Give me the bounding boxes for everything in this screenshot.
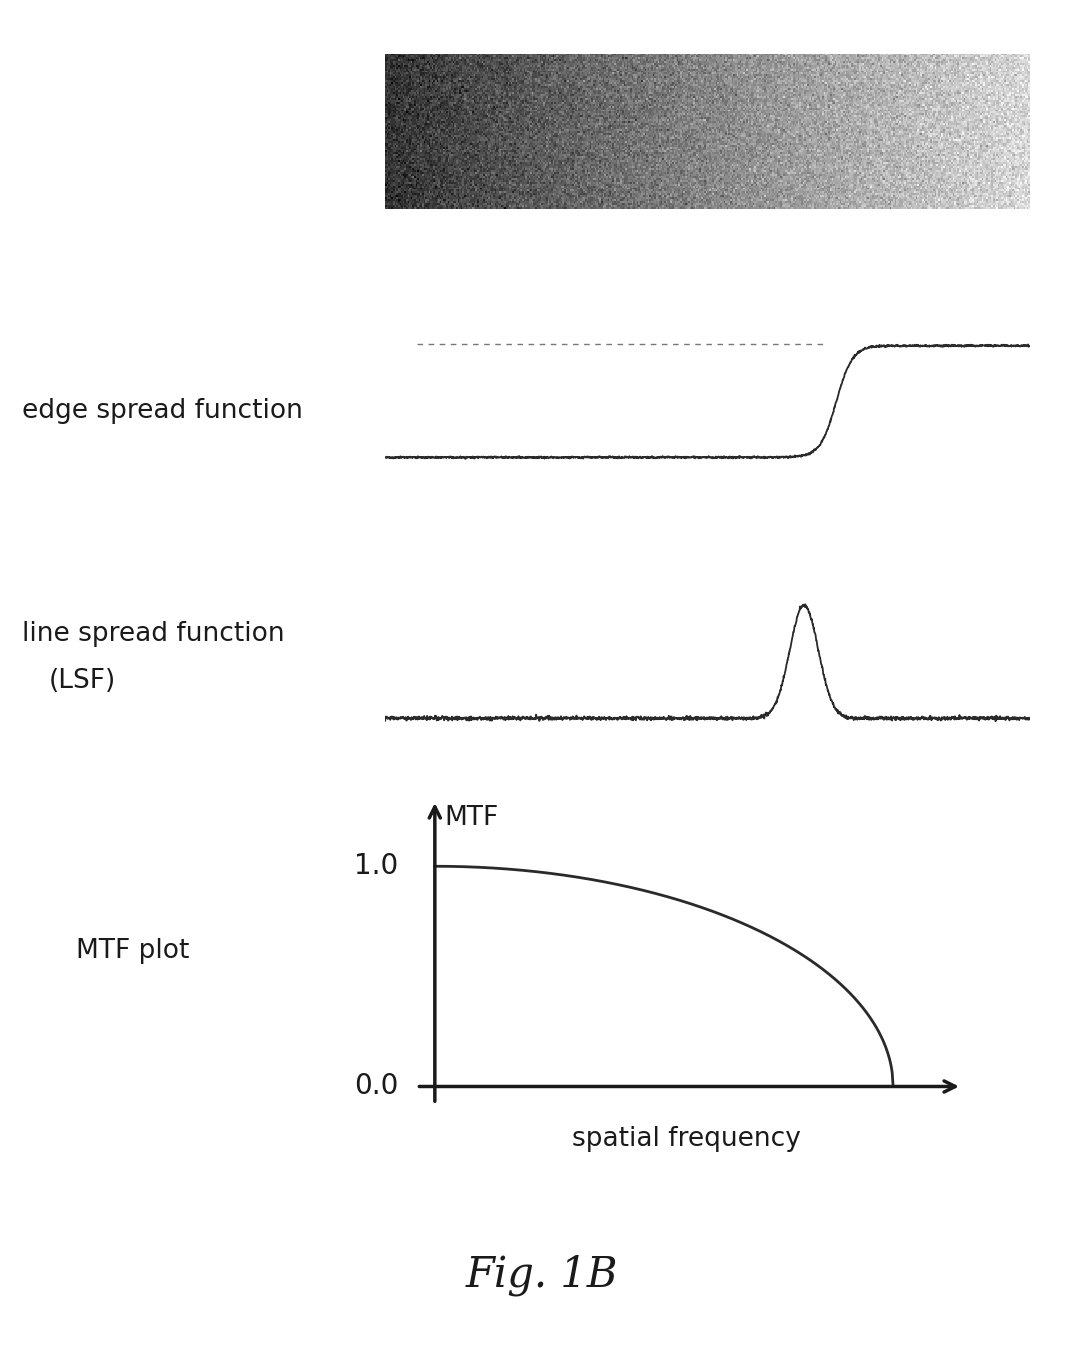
Text: (LSF): (LSF)	[49, 668, 116, 695]
Text: edge spread function: edge spread function	[22, 398, 302, 425]
Text: MTF: MTF	[444, 804, 499, 831]
Text: Fig. 1B: Fig. 1B	[466, 1253, 618, 1296]
Text: spatial frequency: spatial frequency	[572, 1126, 801, 1152]
Text: MTF plot: MTF plot	[76, 938, 190, 965]
Text: 1.0: 1.0	[353, 853, 398, 881]
Text: 0.0: 0.0	[353, 1072, 398, 1101]
Text: line spread function: line spread function	[22, 621, 284, 648]
